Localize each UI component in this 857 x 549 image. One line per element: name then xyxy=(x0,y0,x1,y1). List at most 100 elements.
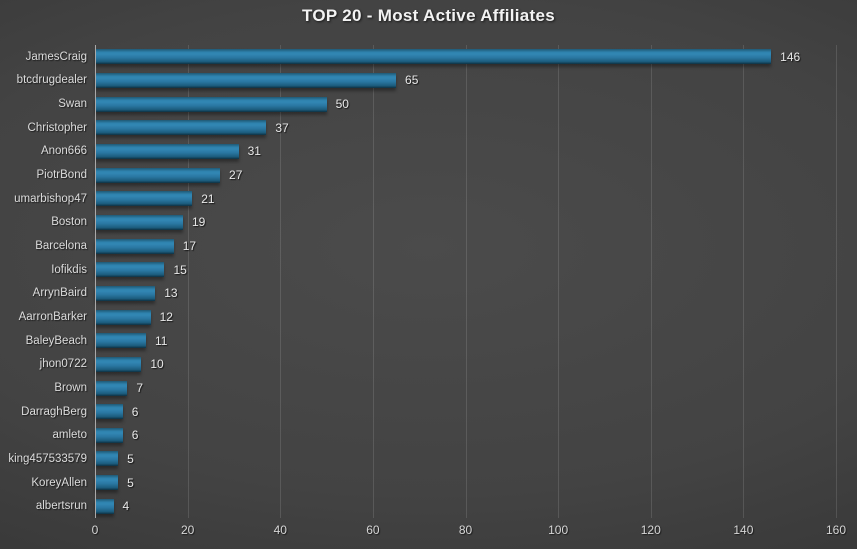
bar-row: 15 xyxy=(95,258,836,282)
category-label: king457533579 xyxy=(8,452,87,465)
bar-value-label: 146 xyxy=(780,49,801,64)
x-tick-label: 120 xyxy=(640,523,661,537)
bar xyxy=(95,380,128,396)
category-label: jhon0722 xyxy=(39,358,87,371)
bar-row: 5 xyxy=(95,471,836,495)
x-tick-label: 60 xyxy=(366,523,380,537)
bars-container: 146 65 50 37 31 27 21 19 17 15 13 12 11 10 7 6 6 5 5 4 xyxy=(95,45,836,518)
bar-row: 10 xyxy=(95,353,836,377)
bar xyxy=(95,451,119,467)
chart-title: TOP 20 - Most Active Affiliates xyxy=(301,6,556,25)
x-tick-label: 100 xyxy=(548,523,569,537)
bar-row: 6 xyxy=(95,424,836,448)
category-label: JamesCraig xyxy=(25,50,87,63)
gridline xyxy=(836,45,837,518)
bar-row: 19 xyxy=(95,211,836,235)
bar-value-label: 50 xyxy=(335,97,349,112)
category-label: Brown xyxy=(54,382,87,395)
bar-value-label: 5 xyxy=(127,451,134,466)
bar-row: 7 xyxy=(95,376,836,400)
category-label: ArrynBaird xyxy=(32,287,87,300)
plot-area: 146 65 50 37 31 27 21 19 17 15 13 12 11 10 7 6 6 5 5 4 xyxy=(95,45,837,518)
category-label: PiotrBond xyxy=(36,169,87,182)
bar-value-label: 10 xyxy=(150,357,164,372)
bar-row: 50 xyxy=(95,92,836,116)
category-label: Boston xyxy=(51,216,87,229)
bar xyxy=(95,143,239,159)
bar-value-label: 21 xyxy=(201,191,215,206)
category-label: DarraghBerg xyxy=(21,405,87,418)
bar xyxy=(95,404,123,420)
bar-row: 31 xyxy=(95,140,836,164)
bar-value-label: 5 xyxy=(127,475,134,490)
category-label: Swan xyxy=(58,98,87,111)
bar xyxy=(95,262,165,278)
gridline xyxy=(650,45,652,518)
bar-value-label: 17 xyxy=(182,239,197,254)
bar-row: 5 xyxy=(95,447,836,471)
bar xyxy=(95,167,221,183)
bar xyxy=(95,49,772,65)
x-axis-labels: 0 20 40 60 80 100 120 140 160 xyxy=(91,521,846,541)
x-tick-label: 40 xyxy=(273,523,287,537)
category-label: Christopher xyxy=(27,121,87,134)
category-label: Barcelona xyxy=(35,240,87,253)
bar-value-label: 65 xyxy=(405,73,419,88)
x-tick-label: 0 xyxy=(91,523,99,537)
bar-value-label: 4 xyxy=(122,499,130,514)
x-tick-label: 160 xyxy=(825,523,847,537)
bar xyxy=(95,333,146,349)
category-label: BaleyBeach xyxy=(25,334,87,347)
bar xyxy=(95,309,151,325)
bar xyxy=(95,96,327,112)
bar-row: 21 xyxy=(95,187,836,211)
category-label: KoreyAllen xyxy=(31,476,87,489)
x-tick-label: 140 xyxy=(733,523,754,537)
bar xyxy=(95,72,397,88)
bar xyxy=(95,475,119,491)
gridline xyxy=(280,45,282,518)
bar-value-label: 13 xyxy=(164,286,178,301)
bar-value-label: 12 xyxy=(159,310,173,325)
bar xyxy=(95,285,156,301)
bar xyxy=(95,498,114,514)
gridline xyxy=(465,45,467,518)
category-label: Iofikdis xyxy=(51,263,87,276)
bar-row: 37 xyxy=(95,116,836,140)
bar xyxy=(95,356,142,372)
bar-row: 6 xyxy=(95,400,836,424)
bar-row: 17 xyxy=(95,234,836,258)
y-axis-line xyxy=(95,45,96,518)
bar xyxy=(95,120,267,136)
bar-value-label: 19 xyxy=(191,215,206,230)
bar xyxy=(95,191,193,207)
category-label: umarbishop47 xyxy=(14,192,87,205)
bar-row: 13 xyxy=(95,282,836,306)
category-label: AarronBarker xyxy=(18,311,87,324)
bar-row: 12 xyxy=(95,305,836,329)
bar-value-label: 11 xyxy=(154,333,168,348)
bar-value-label: 27 xyxy=(229,168,243,183)
bar-row: 4 xyxy=(95,494,836,518)
bar xyxy=(95,214,183,230)
category-label: amleto xyxy=(52,429,87,442)
x-tick-label: 20 xyxy=(180,523,195,537)
bar-value-label: 6 xyxy=(131,428,139,443)
category-label: albertsrun xyxy=(35,500,87,513)
category-label: Anon666 xyxy=(40,145,87,158)
gridline xyxy=(558,45,560,518)
x-tick-label: 80 xyxy=(458,523,473,537)
bar-row: 146 xyxy=(95,45,836,69)
bar-value-label: 7 xyxy=(136,381,144,396)
bar-value-label: 37 xyxy=(275,120,289,135)
bar-value-label: 15 xyxy=(173,262,187,277)
bar-row: 65 xyxy=(95,69,836,93)
category-label: btcdrugdealer xyxy=(16,74,87,87)
bar xyxy=(95,427,123,443)
gridline xyxy=(743,45,745,518)
gridline xyxy=(187,45,189,518)
bar-value-label: 31 xyxy=(247,144,261,159)
bar-row: 11 xyxy=(95,329,836,353)
bar-row: 27 xyxy=(95,163,836,187)
